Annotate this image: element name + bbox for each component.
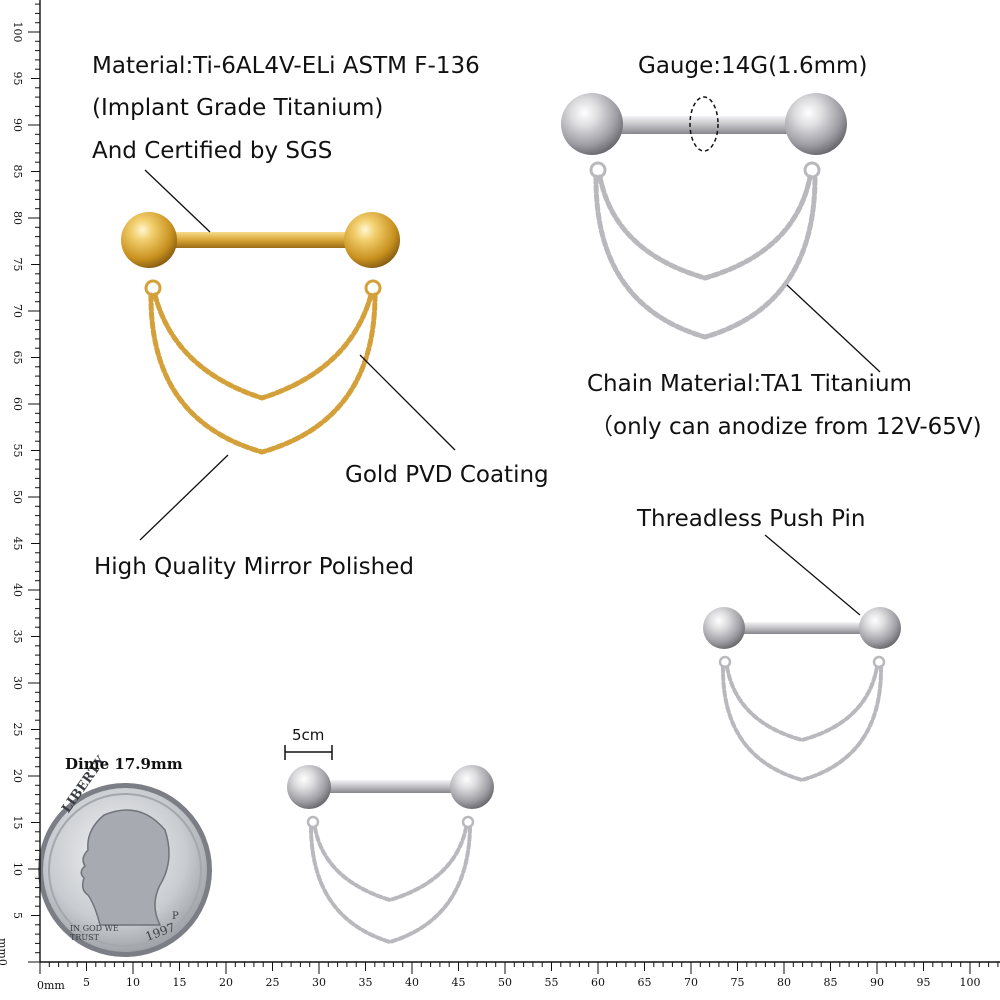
dime-size-label: Dime 17.9mm — [65, 755, 183, 773]
ruler-bottom-tick-label: 35 — [359, 976, 373, 989]
ruler-bottom-labels: 5 10 15 20 25 30 35 40 45 50 55 60 65 70 75 80 85 90 95 100 — [83, 976, 981, 989]
ruler-zero-label: 0mm — [37, 979, 65, 992]
ruler-left-tick-label: 50 — [11, 490, 24, 504]
ruler-bottom-tick-label: 75 — [731, 976, 745, 989]
ruler-bottom-tick-label: 65 — [638, 976, 652, 989]
mirror-polished-label: High Quality Mirror Polished — [94, 554, 414, 580]
scale-5cm-label: 5cm — [292, 726, 325, 744]
coin-mint-text: P — [172, 911, 179, 922]
gauge-marker — [689, 96, 719, 152]
gold-coating-label: Gold PVD Coating — [345, 462, 549, 488]
ruler-bottom-tick-label: 55 — [545, 976, 559, 989]
ruler-left-tick-label: 45 — [11, 537, 24, 551]
material-line3: And Certified by SGS — [92, 138, 333, 164]
ruler-bottom-tick-label: 50 — [498, 976, 512, 989]
ruler-bottom-tick-label: 25 — [266, 976, 280, 989]
ruler-bottom — [39, 961, 1000, 974]
ruler-bottom-tick-label: 100 — [960, 976, 981, 989]
ruler-left-tick-label: 65 — [11, 351, 24, 365]
gauge-label: Gauge:14G(1.6mm) — [638, 53, 868, 79]
ruler-left-tick-label: 5 — [11, 912, 24, 919]
ruler-left-tick-label: 20 — [11, 769, 24, 783]
gold-chain-outer — [148, 292, 378, 455]
ruler-left-tick-label: 70 — [11, 304, 24, 318]
gold-barbell — [121, 212, 400, 455]
ruler-bottom-tick-label: 15 — [173, 976, 187, 989]
ruler-left-tick-label: 95 — [11, 72, 24, 86]
ruler-left-tick-label: 10 — [11, 862, 24, 876]
push-pin-label: Threadless Push Pin — [637, 506, 866, 532]
material-line1: Material:Ti-6AL4V-ELi ASTM F-136 — [92, 53, 480, 79]
ruler-left-tick-label: 60 — [11, 397, 24, 411]
ruler-left-labels: 5 10 15 20 25 30 35 40 45 50 55 60 65 70 75 80 85 90 95 100 — [11, 22, 24, 920]
silver-barbell-large — [561, 93, 847, 340]
gold-chain-inner — [152, 292, 374, 401]
ruler-left — [28, 0, 41, 963]
ruler-bottom-tick-label: 20 — [219, 976, 233, 989]
ruler-left-tick-label: 85 — [11, 165, 24, 179]
gold-bar — [170, 232, 356, 248]
gold-ball-right — [344, 212, 400, 268]
ruler-left-tick-label: 35 — [11, 630, 24, 644]
chain-material-line1: Chain Material:TA1 Titanium — [587, 371, 912, 397]
ruler-bottom-tick-label: 10 — [126, 976, 140, 989]
material-line2: (Implant Grade Titanium) — [92, 95, 384, 121]
ruler-left-tick-label: 55 — [11, 444, 24, 458]
ruler-left-tick-label: 75 — [11, 258, 24, 272]
silver-barbell-bottom — [284, 745, 494, 945]
ruler-left-tick-label: 80 — [11, 211, 24, 225]
ruler-bottom-tick-label: 5 — [83, 976, 90, 989]
ruler-bottom-tick-label: 80 — [777, 976, 791, 989]
ruler-bottom-tick-label: 70 — [684, 976, 698, 989]
ruler-left-tick-label: 100 — [11, 22, 24, 43]
ruler-bottom-tick-label: 90 — [870, 976, 884, 989]
profile — [80, 809, 170, 926]
ruler-bottom-tick-label: 40 — [405, 976, 419, 989]
silver-barbell-small — [703, 607, 901, 783]
ruler-bottom-tick-label: 30 — [312, 976, 326, 989]
leader-lines — [139, 169, 881, 616]
ruler-left-zero-label: mm0 — [0, 938, 9, 966]
ruler-bottom-tick-label: 95 — [917, 976, 931, 989]
chain-material-line2: （only can anodize from 12V-65V) — [590, 414, 982, 440]
coin-motto-text: IN GOD WE TRUST — [70, 924, 119, 942]
gold-ball-left — [121, 212, 177, 268]
ruler-left-tick-label: 25 — [11, 723, 24, 737]
ruler-left-tick-label: 90 — [11, 118, 24, 132]
dime-coin — [38, 783, 212, 957]
ruler-left-tick-label: 15 — [11, 816, 24, 830]
ruler-left-tick-label: 40 — [11, 583, 24, 597]
ruler-left-tick-label: 30 — [11, 676, 24, 690]
ruler-bottom-tick-label: 85 — [824, 976, 838, 989]
ruler-bottom-tick-label: 45 — [452, 976, 466, 989]
ruler-bottom-tick-label: 60 — [591, 976, 605, 989]
